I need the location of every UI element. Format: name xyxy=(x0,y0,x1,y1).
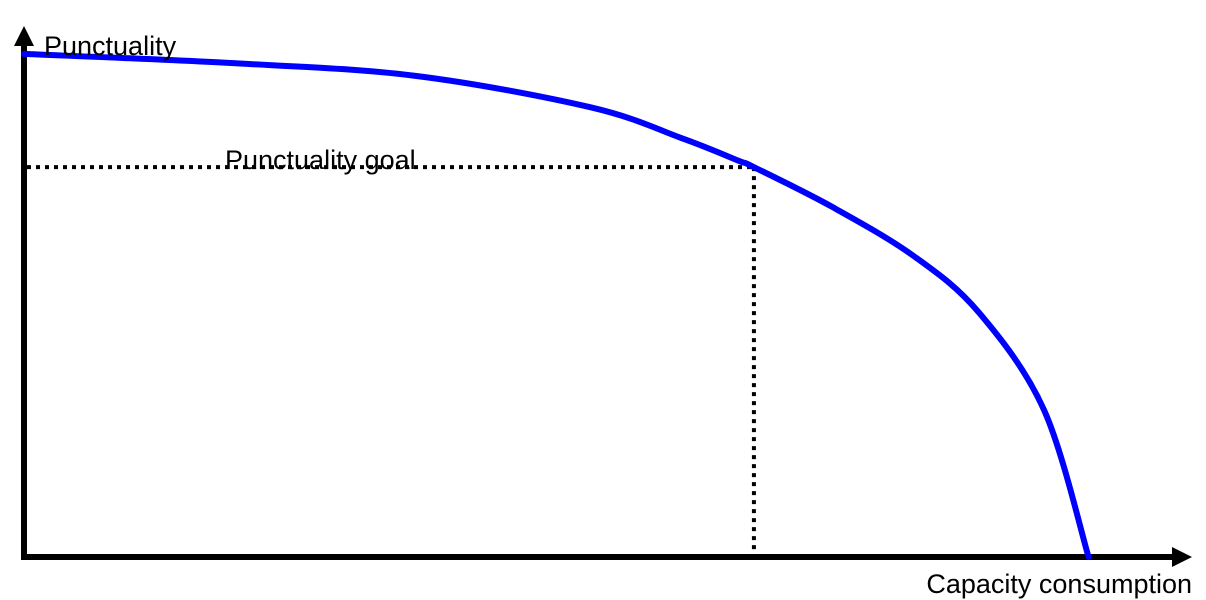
y-axis-label: Punctuality xyxy=(44,31,177,61)
goal-guides xyxy=(27,165,756,554)
axes xyxy=(14,26,1192,567)
series-layer xyxy=(21,50,1092,560)
series-line-0 xyxy=(21,50,1092,560)
punctuality-goal-label: Punctuality goal xyxy=(225,145,416,175)
x-axis-arrowhead xyxy=(1172,547,1192,567)
y-axis-arrowhead xyxy=(14,26,34,46)
x-axis-label: Capacity consumption xyxy=(926,569,1192,599)
